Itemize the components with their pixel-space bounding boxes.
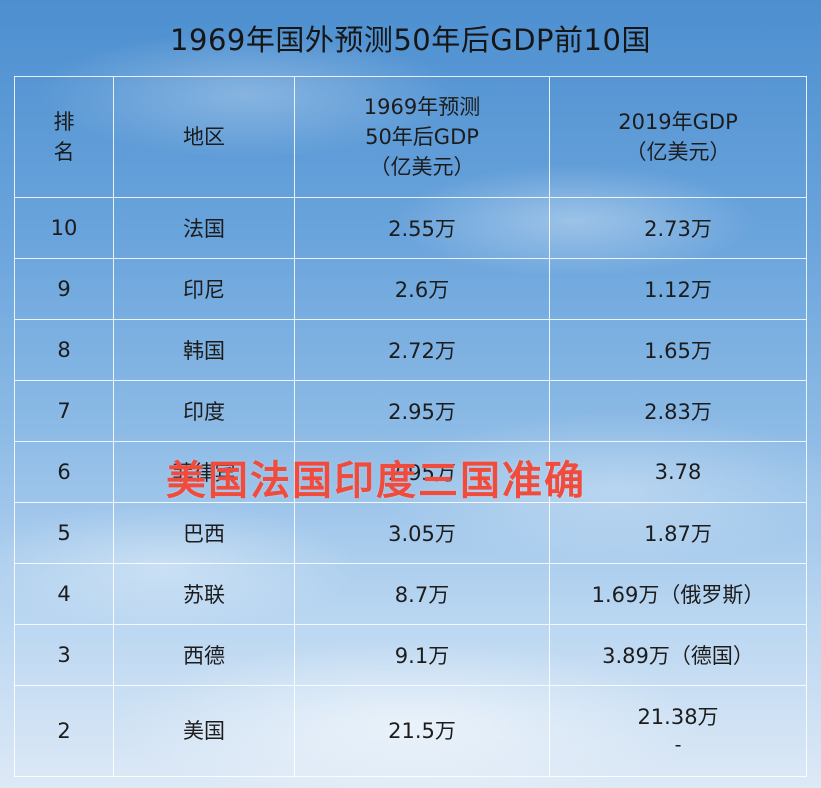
cell-region: 法国: [113, 197, 295, 259]
table-row: 2 美国 21.5万 21.38万 -: [14, 685, 807, 777]
cell-gdp2019: 3.78: [549, 441, 807, 503]
cell-prediction: 2.55万: [294, 197, 550, 259]
table-row: 7 印度 2.95万 2.83万: [14, 380, 807, 442]
cell-prediction: 3.05万: [294, 502, 550, 564]
cell-prediction: 2.95万: [294, 441, 550, 503]
table-row: 5 巴西 3.05万 1.87万: [14, 502, 807, 564]
page-title: 1969年国外预测50年后GDP前10国: [170, 23, 651, 57]
table-row: 9 印尼 2.6万 1.12万: [14, 258, 807, 320]
table-row: 10 法国 2.55万 2.73万: [14, 197, 807, 259]
cell-gdp2019: 1.65万: [549, 319, 807, 381]
cell-prediction: 21.5万: [294, 685, 550, 777]
cell-gdp2019: 2.83万: [549, 380, 807, 442]
overlay-caption: 美国法国印度三国准确: [166, 458, 586, 504]
cell-region: 西德: [113, 624, 295, 686]
header-gdp2019-line-2: （亿美元）: [625, 140, 731, 164]
cell-gdp2019: 1.12万: [549, 258, 807, 320]
cell-region: 韩国: [113, 319, 295, 381]
cell-rank: 9: [14, 258, 114, 320]
cell-gdp2019: 3.89万（德国）: [549, 624, 807, 686]
cell-gdp2019-value: 21.38万: [637, 705, 719, 729]
cell-rank: 4: [14, 563, 114, 625]
table-header-row: 排 名 地区 1969年预测 50年后GDP （亿美元） 2019年GDP （亿…: [14, 76, 807, 198]
table-row: 4 苏联 8.7万 1.69万（俄罗斯）: [14, 563, 807, 625]
cell-gdp2019-sub: -: [674, 734, 682, 756]
header-gdp2019: 2019年GDP （亿美元）: [549, 76, 807, 198]
header-gdp2019-line-1: 2019年GDP: [618, 110, 738, 134]
header-rank-line-2: 名: [53, 140, 75, 164]
header-prediction-line-1: 1969年预测: [363, 95, 481, 119]
header-rank-line-1: 排: [53, 110, 75, 134]
header-prediction-line-3: （亿美元）: [369, 155, 475, 179]
cell-prediction: 2.6万: [294, 258, 550, 320]
cell-prediction: 8.7万: [294, 563, 550, 625]
cell-prediction: 2.72万: [294, 319, 550, 381]
table-row: 8 韩国 2.72万 1.65万: [14, 319, 807, 381]
cell-rank: 2: [14, 685, 114, 777]
cell-rank: 6: [14, 441, 114, 503]
table-row: 3 西德 9.1万 3.89万（德国）: [14, 624, 807, 686]
header-region: 地区: [113, 76, 295, 198]
cell-gdp2019: 2.73万: [549, 197, 807, 259]
cell-region: 菲律宾: [113, 441, 295, 503]
cell-prediction: 2.95万: [294, 380, 550, 442]
cell-rank: 7: [14, 380, 114, 442]
cell-rank: 3: [14, 624, 114, 686]
header-prediction: 1969年预测 50年后GDP （亿美元）: [294, 76, 550, 198]
cell-rank: 10: [14, 197, 114, 259]
cell-region: 巴西: [113, 502, 295, 564]
header-prediction-line-2: 50年后GDP: [365, 125, 479, 149]
cell-prediction: 9.1万: [294, 624, 550, 686]
cell-region: 印度: [113, 380, 295, 442]
cell-gdp2019: 1.87万: [549, 502, 807, 564]
header-rank: 排 名: [14, 76, 114, 198]
cell-gdp2019: 1.69万（俄罗斯）: [549, 563, 807, 625]
cell-gdp2019: 21.38万 -: [549, 685, 807, 777]
cell-region: 美国: [113, 685, 295, 777]
cell-region: 印尼: [113, 258, 295, 320]
cell-rank: 8: [14, 319, 114, 381]
cell-region: 苏联: [113, 563, 295, 625]
gdp-table: 排 名 地区 1969年预测 50年后GDP （亿美元） 2019年GDP （亿…: [14, 76, 807, 777]
cell-rank: 5: [14, 502, 114, 564]
